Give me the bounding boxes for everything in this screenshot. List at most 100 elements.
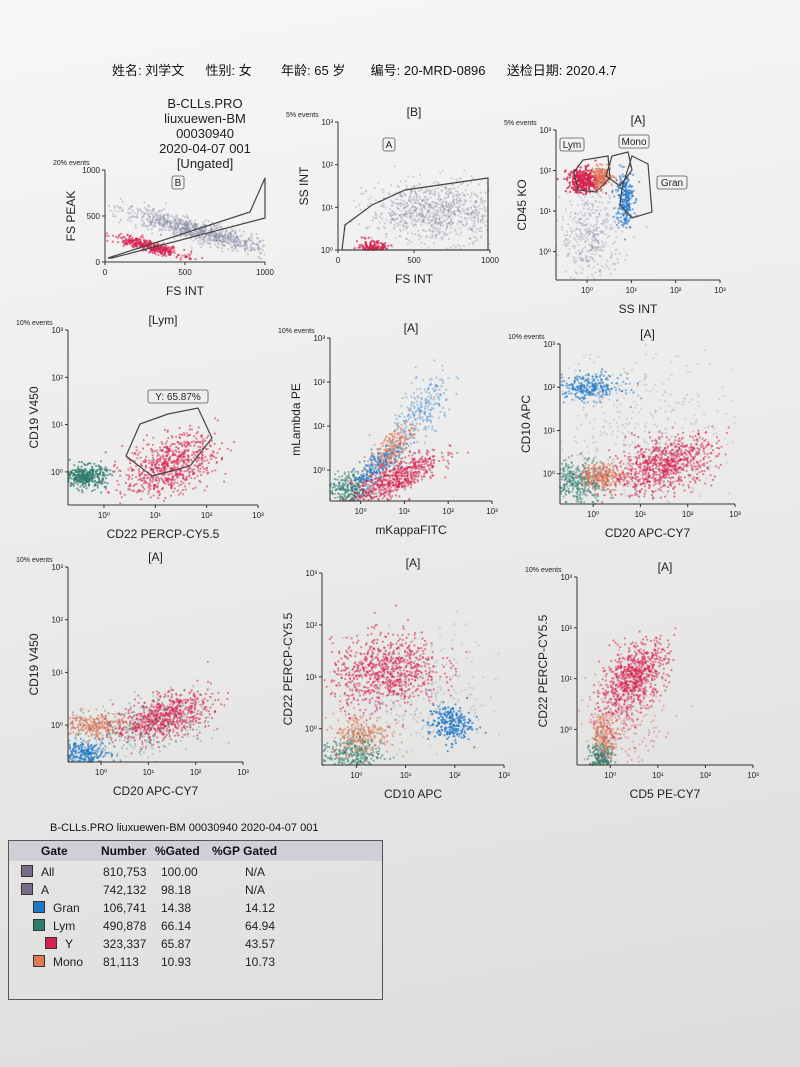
events-label: 5% events: [286, 112, 319, 119]
gate-name: Gran: [53, 901, 80, 915]
gate-title: [A]: [631, 113, 646, 127]
y-tick-label: 10²: [51, 616, 63, 625]
name-label: 姓名:: [112, 63, 142, 78]
y-tick-label: 10³: [539, 126, 551, 135]
sample-number: 00030940: [176, 126, 234, 141]
gate-pct: 10.93: [161, 955, 192, 969]
plot-p9: 10% events [A] 10⁰ 10¹ 10² 10³ 10⁰ 10¹ 10² 10³ CD5…: [525, 560, 759, 801]
gate-number: 490,878: [103, 919, 147, 933]
y-tick-label: 10³: [51, 326, 63, 335]
plot-p3: 5% events [A] 10⁰ 10¹ 10² 10³ 10⁰ 10¹ 10² 10³ SS I…: [504, 113, 726, 316]
gate-title: [A]: [148, 550, 163, 564]
y-tick-label: 10⁰: [539, 248, 551, 257]
events-label: 10% events: [508, 334, 545, 341]
y-tick-label: 10²: [313, 378, 325, 387]
y-tick-label: 10¹: [305, 673, 317, 682]
y-tick-label: 10¹: [543, 426, 555, 435]
y-tick-label: 500: [87, 212, 101, 221]
gate-name: Y: [65, 937, 74, 951]
age-label: 年龄:: [281, 63, 311, 78]
x-tick-label: 10²: [190, 768, 202, 777]
event-dots: [328, 359, 470, 503]
gate-title: [A]: [658, 560, 673, 574]
gate-a-polygon: [341, 177, 489, 251]
events-label: 10% events: [16, 320, 53, 327]
events-label: 10% events: [525, 567, 562, 574]
x-tick-label: 10⁰: [350, 771, 362, 780]
gate-name: All: [41, 865, 55, 879]
events-label: 10% events: [278, 328, 315, 335]
gate-title: [B]: [407, 105, 422, 119]
event-dots: [66, 660, 230, 764]
id-value: 20-MRD-0896: [403, 63, 486, 78]
gate-name: Mono: [53, 955, 84, 969]
col-gp-gated: %GP Gated: [212, 844, 278, 858]
x-tick-label: 10³: [747, 771, 759, 780]
gate-number: 323,337: [103, 937, 147, 951]
col-gate: Gate: [41, 844, 68, 858]
gate-title: [Lym]: [149, 313, 178, 327]
x-tick-label: 10¹: [635, 510, 647, 519]
sample-name: liuxuewen-BM: [164, 111, 246, 126]
gate-title: [A]: [406, 556, 421, 570]
gate-gran-polygon: [619, 155, 653, 219]
table-row: Gran 106,741 14.38 14.12: [9, 899, 379, 917]
y-tick-label: 0: [96, 258, 101, 267]
gate-gp-pct: N/A: [245, 883, 266, 897]
y-tick-label: 10³: [543, 340, 555, 349]
gate-tag-a-box: [382, 137, 396, 152]
x-tick-label: 10³: [237, 768, 249, 777]
plot-p8: [A] 10⁰ 10¹ 10² 10³ 10⁰ 10¹ 10² 10³ CD10 APC CD22 …: [281, 556, 510, 801]
x-axis-label: CD22 PERCP-CY5.5: [107, 527, 220, 541]
y-tick-label: 10³: [321, 118, 333, 127]
event-dots: [104, 197, 266, 261]
gate-pct: 14.38: [161, 901, 192, 915]
gate-title: [A]: [640, 327, 655, 341]
date-label: 送检日期:: [506, 63, 563, 78]
patient-header: 姓名: 刘学文 性别: 女 年龄: 65 岁 编号: 20-MRD-0896 送…: [112, 60, 617, 79]
y-tick-label: 10²: [543, 383, 555, 392]
gate-tag-mono: Mono: [621, 137, 646, 148]
events-label: 10% events: [16, 557, 53, 564]
name-value: 刘学文: [145, 63, 185, 78]
gate-tag-lym: Lym: [563, 140, 582, 151]
y-axis-label: CD10 APC: [519, 395, 533, 453]
x-tick-label: 10⁰: [604, 771, 616, 780]
x-tick-label: 1000: [256, 268, 274, 277]
gate-tag-lym-box: [559, 137, 585, 152]
gate-tag-gran: Gran: [661, 178, 683, 189]
x-tick-label: 10¹: [626, 286, 638, 295]
gate-color-swatch: [21, 883, 33, 895]
x-tick-label: 10²: [449, 771, 461, 780]
x-axis-label: CD20 APC-CY7: [605, 526, 691, 540]
y-tick-label: 10²: [539, 167, 551, 176]
gate-color-swatch: [21, 865, 33, 877]
gate-tag-y: Y: 65.87%: [155, 392, 201, 403]
y-axis-label: CD22 PERCP-CY5.5: [536, 614, 550, 727]
x-tick-label: 10⁰: [355, 507, 367, 516]
x-axis-label: mKappaFITC: [375, 523, 447, 537]
plot-p7: 10% events [A] 10⁰ 10¹ 10² 10³ 10⁰ 10¹ 10² 10³ CD2…: [16, 550, 249, 798]
gate-pct: 98.18: [161, 883, 192, 897]
y-tick-label: 1000: [82, 166, 100, 175]
sex-label: 性别:: [205, 63, 236, 78]
event-dots: [67, 417, 236, 505]
gate-statistics-table: Gate Number %Gated %GP Gated All 810,753 1…: [8, 840, 383, 1000]
gate-b-polygon: [107, 177, 266, 259]
date-value: 2020.4.7: [566, 63, 617, 78]
y-tick-label: 10⁰: [543, 470, 555, 479]
gate-color-swatch: [33, 919, 45, 931]
x-tick-label: 10¹: [143, 768, 155, 777]
x-tick-label: 10⁰: [581, 286, 593, 295]
gate-number: 106,741: [103, 901, 147, 915]
gate-number: 810,753: [103, 865, 147, 879]
plot-p5: 10% events [A] 10⁰ 10¹ 10² 10³ 10⁰ 10¹ 10² 10³ mKa…: [278, 321, 498, 537]
x-tick-label: 10³: [729, 510, 741, 519]
y-tick-label: 10³: [313, 334, 325, 343]
gate-color-swatch: [33, 901, 45, 913]
x-tick-label: 10⁰: [587, 510, 599, 519]
x-tick-label: 500: [178, 268, 192, 277]
age-value: 65 岁: [314, 63, 346, 78]
gate-name: Lym: [53, 919, 76, 933]
gate-gp-pct: 14.12: [245, 901, 276, 915]
